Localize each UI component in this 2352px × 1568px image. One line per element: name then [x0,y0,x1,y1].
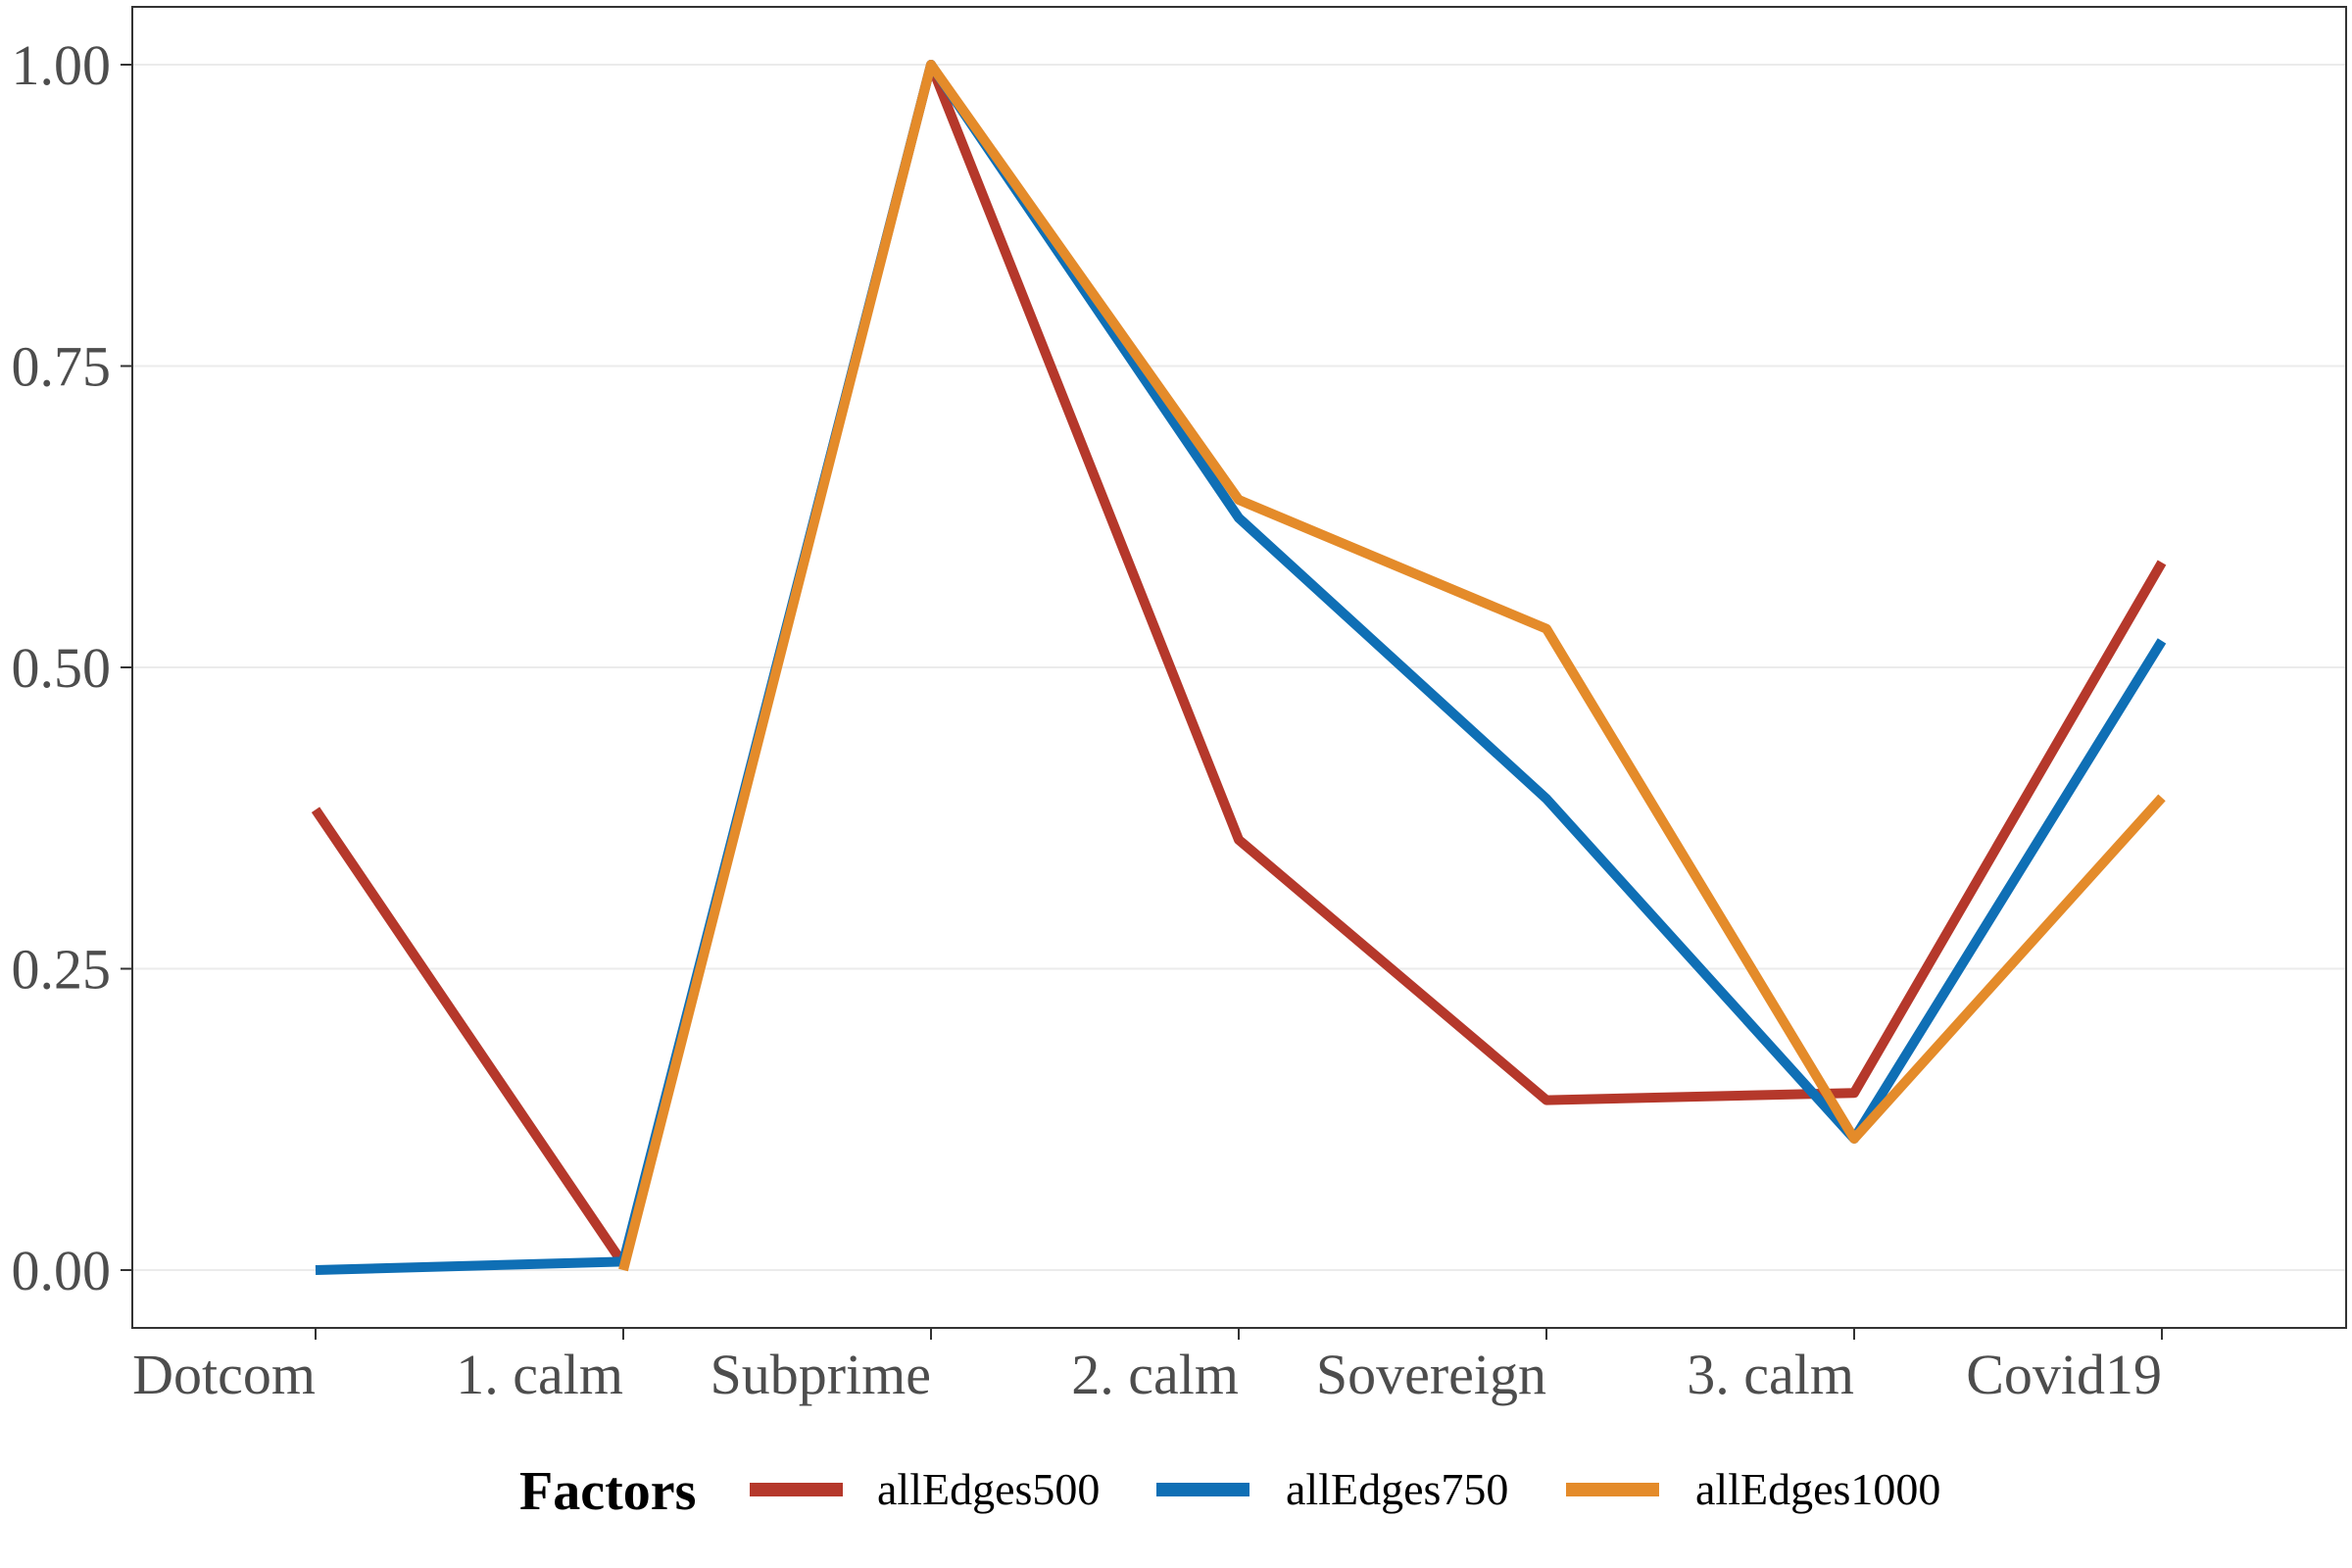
series-lines [311,60,2167,1275]
x-axis: Dotcom 1. calm Subprime 2. calm Sovereign 3. … [132,1328,2163,1406]
legend-label-allEdges750: allEdges750 [1286,1464,1508,1514]
legend-title: Factors [519,1461,696,1522]
legend-label-allEdges1000: allEdges1000 [1695,1464,1940,1514]
x-tick-label: Sovereign [1316,1343,1546,1406]
x-tick-label: 1. calm [456,1343,623,1406]
legend: Factors allEdges500 allEdges750 allEdges10… [519,1461,1940,1522]
grid-lines [132,64,2346,1271]
y-tick-label: 0.00 [12,1239,112,1302]
y-axis: 0.00 0.25 0.50 0.75 1.00 [12,33,132,1302]
legend-label-allEdges500: allEdges500 [877,1464,1100,1514]
y-tick-label: 1.00 [12,33,112,97]
x-tick-label: 2. calm [1071,1343,1239,1406]
y-tick-label: 0.25 [12,938,112,1002]
series-line-allEdges1000 [618,60,2166,1272]
x-tick-label: Subprime [710,1343,931,1406]
x-tick-label: Covid19 [1966,1343,2162,1406]
y-tick-label: 0.50 [12,636,112,700]
x-tick-label: Dotcom [132,1343,316,1406]
x-tick-label: 3. calm [1687,1343,1854,1406]
y-tick-label: 0.75 [12,335,112,399]
